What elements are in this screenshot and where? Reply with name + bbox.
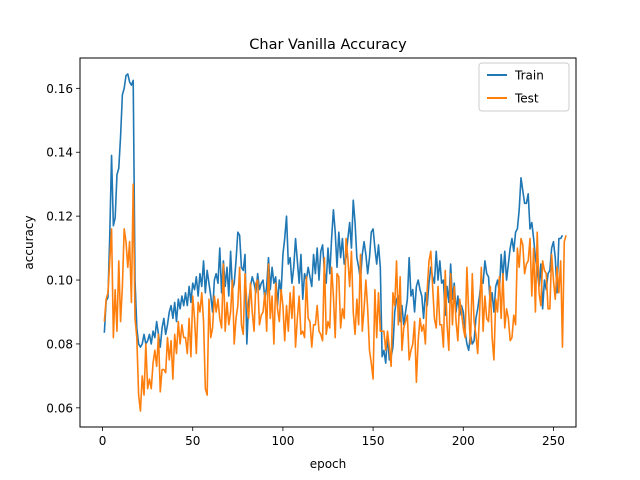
y-axis-label: accuracy (22, 215, 36, 269)
x-tick-label: 200 (452, 434, 475, 448)
series-layer (103, 73, 567, 412)
tick-layer: 0 50 100 150 200 250 0.06 0.08 0.10 0.12 0.14 0.16 (46, 82, 565, 448)
chart-title: Char Vanilla Accuracy (249, 37, 407, 53)
y-tick-label: 0.12 (46, 210, 73, 224)
y-tick-label: 0.08 (46, 337, 73, 351)
series-line-test (103, 183, 567, 412)
x-tick-label: 0 (99, 434, 107, 448)
x-tick-label: 50 (185, 434, 200, 448)
series-line-train (103, 73, 564, 364)
legend-label-train: Train (514, 69, 544, 83)
legend: Train Test (478, 62, 570, 112)
plot-frame (79, 57, 577, 428)
x-tick-label: 250 (542, 434, 565, 448)
legend-label-test: Test (514, 92, 539, 106)
y-tick-label: 0.06 (46, 401, 73, 415)
plot-area (80, 58, 576, 427)
x-tick-label: 150 (362, 434, 385, 448)
y-tick-label: 0.16 (46, 82, 73, 96)
x-tick-label: 100 (271, 434, 294, 448)
y-tick-label: 0.10 (46, 274, 73, 288)
x-axis-label: epoch (310, 457, 347, 471)
y-tick-label: 0.14 (46, 146, 73, 160)
